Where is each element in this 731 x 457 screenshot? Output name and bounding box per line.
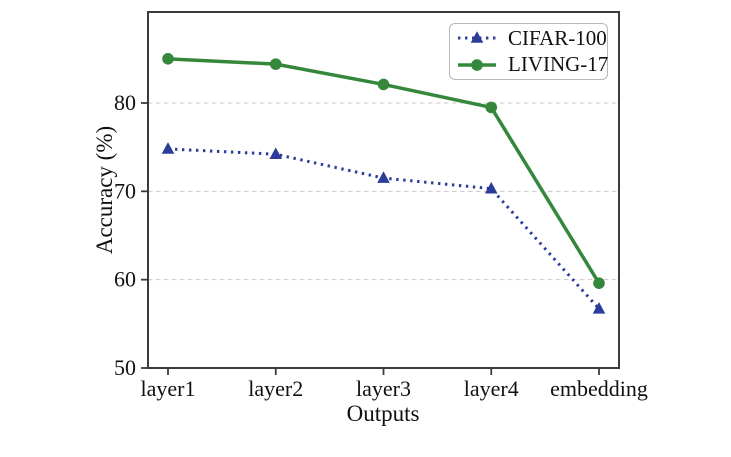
cifar-100-dotted-triangle-sample-icon	[458, 31, 496, 44]
x-axis-label: Outputs	[347, 401, 420, 426]
x-tick-label: embedding	[550, 376, 648, 401]
triangle-marker	[484, 181, 498, 194]
y-tick-label: 80	[114, 90, 136, 115]
circle-marker	[593, 277, 605, 289]
series-line	[167, 57, 601, 285]
x-tick-label: layer3	[356, 376, 411, 401]
y-tick-label: 70	[114, 178, 136, 203]
legend: CIFAR-100 LIVING-17	[449, 23, 608, 80]
legend-label-cifar-100: CIFAR-100	[508, 25, 607, 50]
x-tick-label: layer4	[464, 376, 519, 401]
circle-marker	[162, 53, 174, 65]
x-tick-label: layer1	[141, 376, 196, 401]
circle-marker	[269, 58, 282, 70]
circle-marker	[377, 78, 390, 91]
triangle-marker	[592, 302, 606, 314]
series-cifar-100	[161, 142, 606, 314]
triangle-marker	[161, 142, 175, 154]
triangle-marker	[269, 147, 283, 160]
series-living-17	[162, 53, 605, 289]
y-axis-label: Accuracy (%)	[92, 126, 117, 254]
circle-marker	[485, 101, 498, 114]
x-tick-label: layer2	[248, 376, 303, 401]
y-tick-label: 50	[114, 355, 136, 380]
living-17-solid-circle-sample-icon	[458, 58, 496, 71]
legend-label-living-17: LIVING-17	[508, 52, 609, 77]
y-tick-label: 60	[114, 267, 136, 292]
triangle-marker	[470, 31, 484, 44]
legend-item-living-17: LIVING-17	[457, 52, 609, 77]
triangle-marker	[377, 171, 390, 183]
legend-item-cifar-100: CIFAR-100	[457, 26, 607, 50]
circle-marker	[471, 58, 483, 71]
